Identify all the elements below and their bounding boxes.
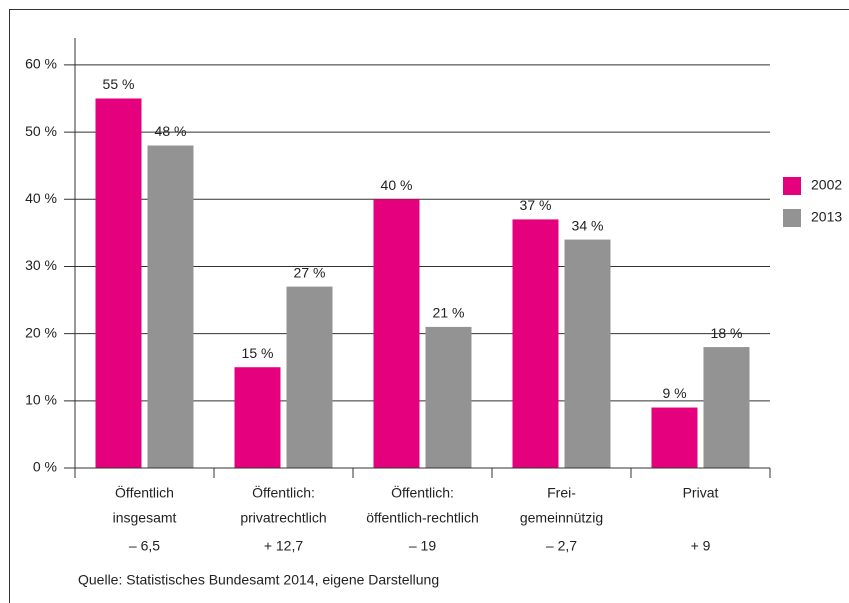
x-tick-label: privatrechtlich <box>240 510 326 526</box>
legend-swatch <box>783 177 801 195</box>
value-label: 34 % <box>572 217 604 233</box>
x-tick-label: gemeinnützig <box>520 510 603 526</box>
value-label: 27 % <box>294 264 326 280</box>
bar <box>512 219 559 468</box>
change-label: – 19 <box>409 538 436 554</box>
value-label: 40 % <box>381 177 413 193</box>
x-tick-label: Öffentlich: <box>391 484 454 501</box>
y-tick-label: 10 % <box>25 392 57 408</box>
bar <box>234 367 281 468</box>
x-tick-label: insgesamt <box>113 510 177 526</box>
legend-label: 2013 <box>811 209 842 225</box>
y-tick-label: 60 % <box>25 56 57 72</box>
value-label: 48 % <box>155 123 187 139</box>
legend-label: 2002 <box>811 177 842 193</box>
y-tick-label: 50 % <box>25 123 57 139</box>
value-label: 18 % <box>711 325 743 341</box>
value-label: 15 % <box>242 345 274 361</box>
x-tick-label: Öffentlich: <box>252 484 315 501</box>
x-tick-label: öffentlich-rechtlich <box>366 510 479 526</box>
y-tick-label: 20 % <box>25 324 57 340</box>
value-label: 9 % <box>662 385 686 401</box>
change-label: + 12,7 <box>264 538 304 554</box>
change-label: – 2,7 <box>546 538 577 554</box>
bar <box>95 98 142 468</box>
y-tick-label: 0 % <box>33 459 57 475</box>
x-tick-label: Frei- <box>547 485 576 501</box>
value-label: 37 % <box>520 197 552 213</box>
legend-swatch <box>783 209 801 227</box>
change-label: – 6,5 <box>129 538 160 554</box>
bar <box>564 239 611 468</box>
y-tick-label: 40 % <box>25 190 57 206</box>
bar <box>147 145 194 468</box>
source: Quelle: Statistisches Bundesamt 2014, ei… <box>78 572 439 588</box>
change-label: + 9 <box>691 538 711 554</box>
value-label: 55 % <box>103 76 135 92</box>
bar <box>286 286 333 468</box>
bar <box>651 407 698 468</box>
x-tick-label: Privat <box>683 485 719 501</box>
y-tick-label: 30 % <box>25 257 57 273</box>
bar <box>373 199 420 468</box>
value-label: 21 % <box>433 305 465 321</box>
bar <box>425 326 472 468</box>
bar <box>703 347 750 468</box>
x-tick-label: Öffentlich <box>115 484 174 501</box>
